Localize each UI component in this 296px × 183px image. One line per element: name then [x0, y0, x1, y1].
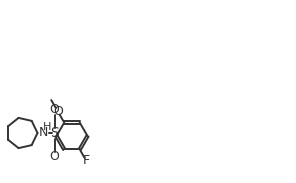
Text: N: N — [39, 126, 48, 139]
Text: F: F — [83, 154, 90, 167]
Text: O: O — [49, 150, 59, 163]
Text: O: O — [49, 102, 59, 115]
Text: O: O — [53, 105, 63, 118]
Text: S: S — [50, 126, 59, 140]
Text: H: H — [43, 122, 51, 132]
